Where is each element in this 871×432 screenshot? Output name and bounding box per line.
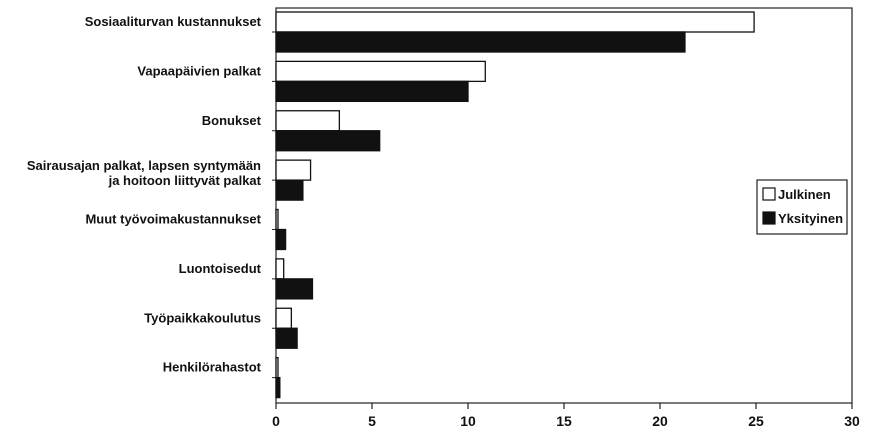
bar-yksityinen — [275, 278, 314, 300]
category-label: ja hoitoon liittyvät palkat — [108, 173, 262, 188]
bar-julkinen — [275, 208, 279, 231]
category-label: Bonukset — [202, 113, 262, 128]
bar-yksityinen — [275, 80, 469, 103]
category-label: Henkilörahastot — [163, 360, 262, 375]
bar-julkinen — [275, 11, 755, 33]
bar-yksityinen — [275, 376, 281, 399]
bars — [272, 11, 755, 399]
category-label: Muut työvoimakustannukset — [85, 212, 261, 227]
x-axis: 0 5 10 15 20 25 30 — [272, 403, 860, 429]
category-label: Luontoisedut — [179, 261, 262, 276]
x-tick-label: 20 — [652, 413, 668, 429]
bar-julkinen — [275, 307, 293, 329]
category-label: Työpaikkakoulutus — [144, 310, 261, 325]
legend-label-yksityinen: Yksityinen — [778, 211, 843, 226]
legend: Julkinen Yksityinen — [756, 179, 848, 235]
legend-swatch-yksityinen — [762, 211, 776, 225]
x-tick-label: 25 — [748, 413, 764, 429]
x-tick-label: 0 — [272, 413, 280, 429]
x-tick-label: 15 — [556, 413, 572, 429]
x-tick-label: 5 — [368, 413, 376, 429]
bar-yksityinen — [275, 228, 287, 251]
category-label: Vapaapäivien palkat — [137, 63, 261, 78]
bar-julkinen — [275, 110, 341, 132]
bar-yksityinen — [275, 130, 381, 152]
bar-julkinen — [275, 258, 285, 280]
legend-swatch-julkinen — [762, 187, 776, 201]
bar-julkinen — [275, 60, 486, 83]
bar-julkinen — [275, 159, 312, 181]
legend-label-julkinen: Julkinen — [778, 187, 831, 202]
bar-yksityinen — [275, 31, 686, 53]
bar-yksityinen — [275, 327, 298, 349]
category-label: Sosiaaliturvan kustannukset — [85, 14, 262, 29]
bar-julkinen — [275, 356, 279, 379]
x-tick-label: 30 — [844, 413, 860, 429]
category-label: Sairausajan palkat, lapsen syntymään — [27, 158, 261, 173]
x-tick-label: 10 — [460, 413, 476, 429]
category-labels: Sosiaaliturvan kustannukset Vapaapäivien … — [27, 14, 262, 375]
bar-yksityinen — [275, 179, 304, 201]
